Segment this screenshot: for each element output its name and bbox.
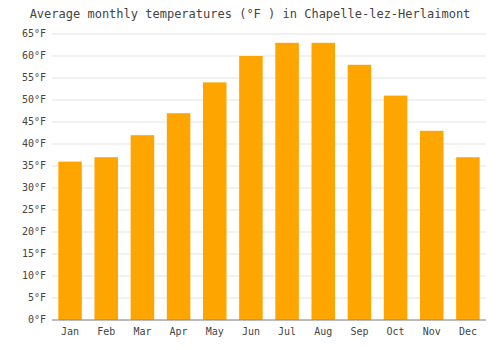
y-axis: 0°F 5°F 10°F 15°F 20°F 25°F 30°F 35°F 40°F 45°F 50… <box>22 28 486 325</box>
bar <box>239 56 263 320</box>
y-tick-label: 50°F <box>22 94 46 105</box>
y-tick-label: 25°F <box>22 204 46 215</box>
x-tick-label: Dec <box>459 326 477 337</box>
bar <box>275 43 299 320</box>
y-tick-label: 65°F <box>22 28 46 39</box>
x-tick-label: Jan <box>61 326 79 337</box>
bar <box>384 96 408 320</box>
bar <box>348 65 372 320</box>
x-tick-label: Aug <box>314 326 332 337</box>
grid-line <box>52 100 486 101</box>
y-tick-label: 30°F <box>22 182 46 193</box>
x-tick-label: Nov <box>423 326 441 337</box>
bar <box>167 113 191 320</box>
bar <box>311 43 335 320</box>
x-axis: Jan Feb Mar Apr May Jun Jul Aug Sep Oct Nov Dec <box>61 326 477 337</box>
x-tick-label: Mar <box>133 326 151 337</box>
chart-container: 0°F 5°F 10°F 15°F 20°F 25°F 30°F 35°F 40°F 45°F 50… <box>0 0 500 350</box>
x-tick-label: Jul <box>278 326 296 337</box>
grid-line <box>52 320 486 321</box>
x-tick-label: Apr <box>170 326 188 337</box>
x-axis-line <box>52 320 486 321</box>
x-tick-label: May <box>206 326 224 337</box>
x-tick-label: Feb <box>97 326 115 337</box>
grid-line <box>52 34 486 35</box>
bar <box>131 135 155 320</box>
bar <box>58 162 82 320</box>
bar <box>456 157 480 320</box>
chart: 0°F 5°F 10°F 15°F 20°F 25°F 30°F 35°F 40°F 45°F 50… <box>0 0 500 350</box>
y-tick-label: 40°F <box>22 138 46 149</box>
y-tick-label: 5°F <box>28 292 46 303</box>
bar <box>203 82 227 320</box>
title: Average monthly temperatures (°F ) in Ch… <box>30 7 471 21</box>
grid-line <box>52 78 486 79</box>
bar <box>420 131 444 320</box>
y-tick-label: 10°F <box>22 270 46 281</box>
bar <box>94 157 118 320</box>
y-tick-label: 15°F <box>22 248 46 259</box>
bars <box>58 43 479 320</box>
x-tick-label: Sep <box>350 326 368 337</box>
y-tick-label: 60°F <box>22 50 46 61</box>
grid-line <box>52 122 486 123</box>
y-tick-label: 55°F <box>22 72 46 83</box>
y-tick-label: 35°F <box>22 160 46 171</box>
y-tick-label: 45°F <box>22 116 46 127</box>
grid-line <box>52 56 486 57</box>
y-tick-label: 20°F <box>22 226 46 237</box>
x-tick-label: Jun <box>242 326 260 337</box>
x-tick-label: Oct <box>387 326 405 337</box>
y-tick-label: 0°F <box>28 314 46 325</box>
